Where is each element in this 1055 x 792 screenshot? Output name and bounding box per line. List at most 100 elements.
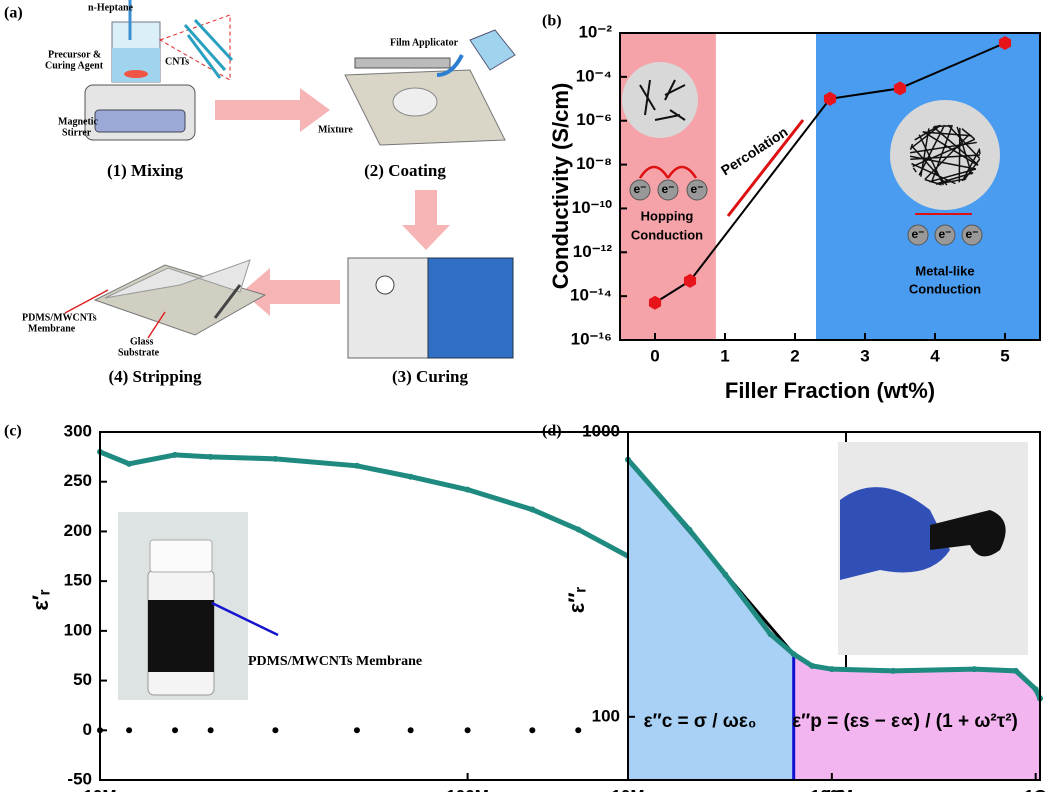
marker (971, 666, 978, 673)
marker (407, 473, 414, 480)
y-tick-label: 150 (64, 571, 92, 590)
marker (998, 35, 1012, 50)
annotation: Hopping (641, 208, 694, 223)
mixture (392, 87, 438, 117)
marker (722, 571, 729, 578)
annotation: Conduction (909, 281, 981, 296)
electron-label: e⁻ (661, 182, 674, 196)
oven-door (427, 257, 514, 359)
panel-label: (a) (4, 5, 23, 22)
step-label: (1) Mixing (107, 161, 184, 180)
oven-panel (347, 257, 429, 359)
y-tick-label: 250 (64, 471, 92, 490)
x-tick-label: 1G (1024, 786, 1047, 792)
plot-frame (619, 32, 1041, 341)
marker (890, 667, 897, 674)
y-tick-label: 1000 (582, 421, 620, 440)
label: Stirrer (62, 127, 92, 138)
membrane-wrap (148, 600, 214, 672)
label: PDMS/MWCNTs (22, 312, 97, 323)
x-tick-label: 3 (860, 346, 869, 365)
arrow (215, 88, 330, 132)
marker (172, 727, 179, 734)
marker (353, 727, 360, 734)
electron-label: e⁻ (911, 227, 924, 241)
x-tick-label: 100M (811, 786, 854, 792)
panel-a: (a) n-Heptane Precursor & Curing Agent C… (4, 0, 516, 386)
beaker (469, 29, 516, 71)
panel-label: (c) (4, 423, 22, 440)
region (628, 459, 794, 780)
y-axis-label: ε″ᵣ (564, 586, 589, 613)
marker (893, 81, 907, 96)
electron-label: e⁻ (690, 182, 703, 196)
marker (575, 526, 582, 533)
applicator (354, 57, 451, 69)
marker (686, 526, 693, 533)
panel-label: (b) (542, 13, 562, 30)
y-tick-label: -50 (67, 769, 92, 788)
x-tick-label: 0 (650, 346, 659, 365)
chart: e⁻ e⁻ e⁻ e⁻ e⁻ e⁻ 0 1 2 3 4 5 10⁻¹⁶ 10⁻¹⁴ 10⁻¹² 10⁻¹⁰ 10… (542, 13, 1041, 403)
x-tick-label: 1 (720, 346, 729, 365)
marker (529, 727, 536, 734)
marker (464, 727, 471, 734)
marker (828, 666, 835, 673)
stir-bar (124, 70, 148, 78)
x-tick-label: 10M (83, 786, 116, 792)
region (793, 654, 1040, 780)
zoom (158, 14, 231, 81)
label: Curing Agent (45, 60, 104, 71)
annotation: ε″c = σ / ωε₀ (644, 711, 757, 732)
membrane (104, 259, 251, 299)
y-tick-label: 100 (64, 620, 92, 639)
step-label: (3) Curing (392, 367, 469, 386)
tweezer (213, 284, 242, 319)
label: Film Applicator (390, 37, 459, 48)
inset-label: PDMS/MWCNTs Membrane (248, 654, 422, 669)
plot-frame (627, 431, 1041, 781)
x-tick-label: 10M (611, 786, 644, 792)
y-tick-label: 0 (83, 720, 92, 739)
y-tick-label: 10⁻¹⁴ (570, 286, 612, 305)
y-tick-label: 10⁻² (578, 22, 612, 41)
pointer (147, 311, 166, 339)
label: Membrane (28, 323, 76, 334)
marker (464, 486, 471, 493)
marker (790, 651, 797, 658)
marker (126, 727, 133, 734)
marker (272, 727, 279, 734)
arrow (402, 190, 450, 250)
glove (840, 487, 950, 580)
electron (686, 179, 708, 201)
marker (353, 462, 360, 469)
series-line (626, 457, 1043, 700)
label: Magnetic (58, 116, 99, 127)
label: Glass (130, 336, 153, 347)
label: n-Heptane (88, 2, 134, 13)
y-tick-label: 100 (592, 706, 620, 725)
electron-label: e⁻ (938, 227, 951, 241)
network-lines (909, 124, 981, 186)
marker (172, 451, 179, 458)
panel-label: (d) (542, 423, 562, 440)
membrane (930, 510, 1006, 557)
label: CNTs (165, 56, 189, 67)
x-axis-label: Filler Fraction (wt%) (725, 378, 935, 403)
label: Precursor & (48, 49, 101, 60)
y-axis-label: Conductivity (S/cm) (548, 83, 573, 290)
marker (1032, 686, 1039, 693)
y-tick-label: 50 (73, 670, 92, 689)
label: Mixture (318, 124, 353, 135)
arrow (242, 268, 340, 316)
annotation: Conduction (631, 227, 703, 242)
marker (809, 662, 816, 669)
hop-arrows (638, 165, 698, 179)
x-tick-label: 4 (930, 346, 940, 365)
pointer (64, 289, 109, 314)
marker (407, 727, 414, 734)
step-label: (4) Stripping (108, 367, 202, 386)
marker (575, 727, 582, 734)
network (622, 62, 698, 138)
